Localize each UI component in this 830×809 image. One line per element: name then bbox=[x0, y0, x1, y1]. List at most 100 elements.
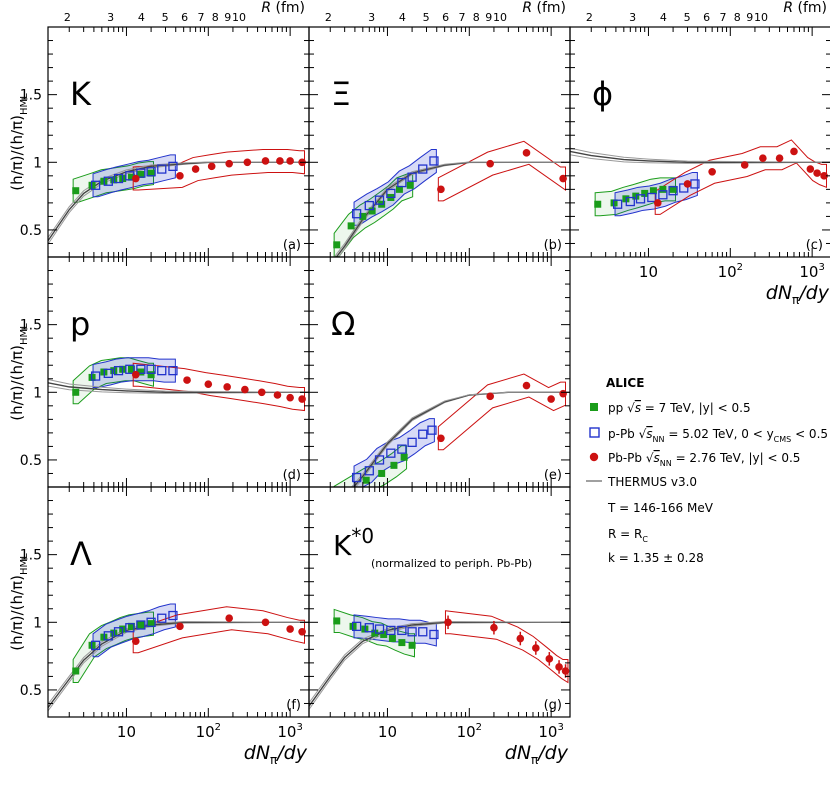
thermus-curve bbox=[355, 391, 570, 487]
pbpb-point bbox=[555, 663, 563, 671]
r-axis-label-unit: (fm) bbox=[271, 0, 305, 16]
pbpb-point bbox=[653, 199, 662, 207]
r-tick-label: 3 bbox=[629, 11, 636, 24]
pbpb-point bbox=[561, 667, 570, 675]
pp-point bbox=[137, 621, 145, 629]
x-tick-label-exp: 3 bbox=[557, 722, 563, 733]
pbpb-point bbox=[276, 157, 284, 165]
ppb-point bbox=[386, 188, 396, 199]
ppb-point bbox=[429, 156, 439, 166]
x-tick-label: 103 bbox=[799, 262, 824, 281]
panel-tag: (c) bbox=[806, 238, 823, 253]
legend-sub: NN bbox=[653, 435, 665, 444]
plot-area bbox=[48, 603, 309, 712]
pbpb-point bbox=[131, 637, 140, 646]
y-tick-label: 0.5 bbox=[20, 453, 42, 469]
ppb-point bbox=[635, 194, 646, 204]
r-tick-label: 6 bbox=[703, 11, 710, 24]
ppb-point bbox=[374, 455, 385, 465]
panel-tag: (g) bbox=[544, 698, 562, 713]
legend-sqrt-arg: s bbox=[635, 401, 641, 415]
plot-area bbox=[309, 608, 570, 710]
particle-label: Ω bbox=[331, 305, 355, 343]
pbpb-point bbox=[176, 622, 184, 631]
pp-point bbox=[408, 641, 416, 649]
pbpb-point bbox=[298, 627, 306, 636]
ppb-point bbox=[168, 365, 178, 376]
pbpb-syst-band bbox=[444, 610, 569, 684]
legend-entry-thermus: THERMUS v3.0 bbox=[607, 475, 697, 489]
pbpb-point bbox=[298, 395, 306, 403]
y-axis-label-sub: HML bbox=[19, 323, 30, 345]
particle-label: K bbox=[70, 75, 92, 113]
panel-frame bbox=[308, 486, 571, 718]
pbpb-point bbox=[273, 391, 282, 399]
r-tick-label: 6 bbox=[442, 11, 449, 24]
legend-param: R = RC bbox=[608, 527, 648, 544]
ppb-point bbox=[103, 368, 113, 379]
pbpb-point bbox=[522, 381, 531, 390]
ppb-point bbox=[103, 176, 113, 186]
pbpb-point bbox=[806, 165, 815, 173]
pbpb-point bbox=[257, 388, 266, 397]
panel-g bbox=[308, 486, 571, 718]
panel-b bbox=[308, 26, 571, 258]
x-axis-label-main: dN bbox=[766, 282, 792, 304]
r-tick-label: 4 bbox=[660, 11, 667, 24]
legend-sqrt-sign: √ bbox=[646, 451, 654, 465]
pbpb-point bbox=[261, 618, 270, 627]
ppb-point bbox=[90, 640, 101, 650]
r-tick-label: 8 bbox=[734, 11, 741, 24]
legend-entry-pp: pp √s = 7 TeV, |y| < 0.5 bbox=[608, 401, 751, 415]
x-tick-label-exp: 2 bbox=[215, 722, 221, 733]
r-tick-label: 7 bbox=[459, 11, 466, 24]
pbpb-syst-band bbox=[132, 148, 306, 191]
pbpb-point bbox=[286, 625, 294, 633]
pp-point bbox=[127, 365, 135, 373]
ppb-point bbox=[407, 437, 417, 448]
panel-a bbox=[47, 26, 310, 258]
panel-c bbox=[569, 26, 830, 258]
pp-point bbox=[359, 212, 367, 220]
ppb-point bbox=[157, 613, 167, 623]
r-tick-label: 4 bbox=[138, 11, 145, 24]
particle-label: Λ bbox=[70, 535, 92, 573]
x-axis-label-tail: /dy bbox=[536, 742, 568, 764]
ppb-point bbox=[168, 610, 178, 621]
legend-param: k = 1.35 ± 0.28 bbox=[608, 551, 704, 565]
pp-point bbox=[669, 185, 677, 193]
legend-param-text: k = 1.35 ± 0.28 bbox=[608, 551, 704, 565]
legend-entry-pbpb: Pb-Pb √sNN = 2.76 TeV, |y| < 0.5 bbox=[608, 451, 800, 468]
pbpb-point bbox=[545, 655, 554, 663]
pbpb-point bbox=[437, 434, 445, 443]
thermus-curve bbox=[48, 385, 309, 394]
x-tick-label: 10 bbox=[378, 723, 397, 741]
legend-sqrt-arg: s bbox=[646, 427, 652, 441]
x-tick-label: 103 bbox=[538, 722, 563, 741]
ppb-point bbox=[146, 617, 156, 627]
ppb-point bbox=[113, 627, 124, 637]
pbpb-point bbox=[131, 370, 140, 379]
pp-point bbox=[398, 639, 406, 647]
ppb-point bbox=[168, 161, 178, 172]
pp-point bbox=[137, 170, 145, 178]
x-axis-label-sub: π bbox=[531, 753, 538, 767]
pbpb-point bbox=[522, 149, 531, 157]
x-axis-label-tail: /dy bbox=[797, 282, 829, 304]
pbpb-syst-band bbox=[654, 139, 828, 215]
y-axis-label: (h/π)/(h/π)HML bbox=[8, 323, 30, 421]
panel-tag: (a) bbox=[283, 238, 301, 253]
ppb-point bbox=[364, 200, 374, 211]
panel-tag: (f) bbox=[286, 698, 301, 713]
legend-param-text: T = 146-166 MeV bbox=[607, 501, 714, 515]
panel-frame bbox=[569, 26, 830, 258]
legend-suffix2: < 0.5 bbox=[791, 427, 828, 441]
pbpb-point bbox=[759, 154, 767, 163]
ppb-point bbox=[125, 364, 135, 374]
ppb-point bbox=[136, 168, 146, 178]
ppb-point bbox=[612, 199, 623, 209]
x-axis-label: dNπ/dy bbox=[244, 742, 308, 767]
pp-point bbox=[333, 617, 341, 625]
r-axis-label: R (fm) bbox=[522, 0, 566, 16]
